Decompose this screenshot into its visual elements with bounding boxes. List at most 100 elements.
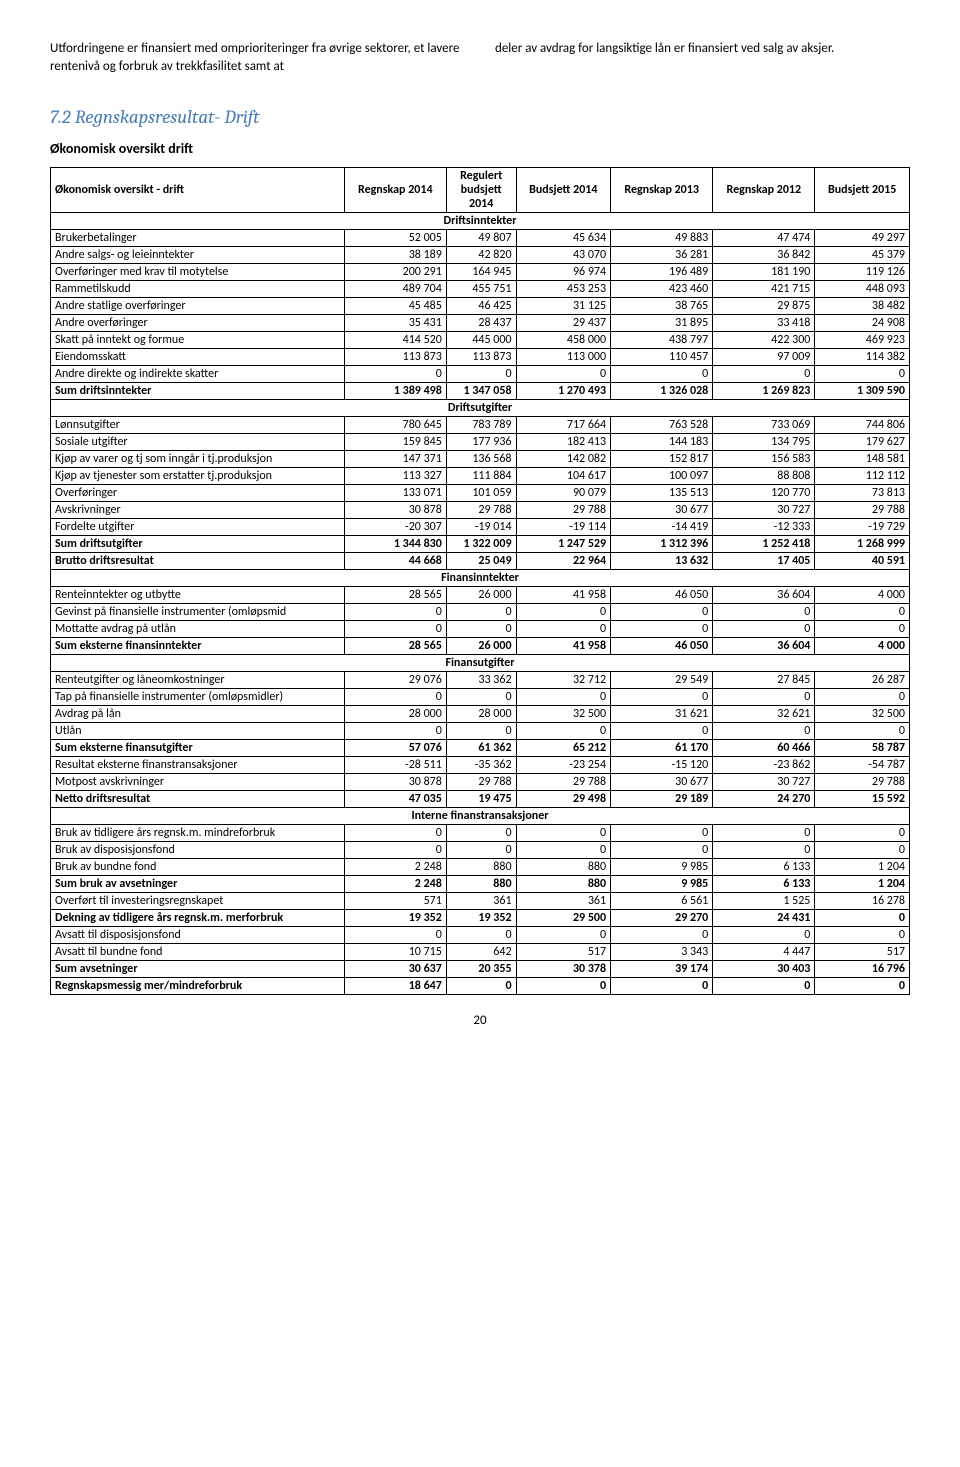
row-value: 1 252 418 (713, 536, 815, 553)
row-value: 30 677 (611, 502, 713, 519)
table-body: DriftsinntekterBrukerbetalinger52 00549 … (51, 213, 910, 995)
row-value: 0 (611, 621, 713, 638)
row-value: 36 604 (713, 638, 815, 655)
row-value: 28 565 (344, 638, 446, 655)
intro-right: deler av avdrag for langsiktige lån er f… (495, 40, 910, 76)
row-value: 120 770 (713, 485, 815, 502)
row-value: 133 071 (344, 485, 446, 502)
row-label: Avsatt til bundne fond (51, 944, 345, 961)
row-value: 45 634 (516, 230, 611, 247)
row-label: Sum eksterne finansutgifter (51, 740, 345, 757)
row-value: 42 820 (446, 247, 516, 264)
table-row: Driftsutgifter (51, 400, 910, 417)
row-value: 28 000 (446, 706, 516, 723)
row-value: 57 076 (344, 740, 446, 757)
row-value: 15 592 (815, 791, 910, 808)
row-value: 36 604 (713, 587, 815, 604)
row-value: 36 842 (713, 247, 815, 264)
row-value: 31 125 (516, 298, 611, 315)
row-label: Brutto driftsresultat (51, 553, 345, 570)
table-row: Andre direkte og indirekte skatter000000 (51, 366, 910, 383)
row-value: 517 (516, 944, 611, 961)
row-value: 38 765 (611, 298, 713, 315)
table-row: Dekning av tidligere års regnsk.m. merfo… (51, 910, 910, 927)
row-value: 28 437 (446, 315, 516, 332)
row-value: 30 403 (713, 961, 815, 978)
row-value: 36 281 (611, 247, 713, 264)
row-value: 880 (446, 876, 516, 893)
row-value: 13 632 (611, 553, 713, 570)
col-regulert-budsjett-2014: Regulert budsjett 2014 (446, 168, 516, 213)
table-row: Sum driftsutgifter1 344 8301 322 0091 24… (51, 536, 910, 553)
row-value: 60 466 (713, 740, 815, 757)
row-value: 65 212 (516, 740, 611, 757)
row-value: 0 (815, 621, 910, 638)
row-value: 1 204 (815, 876, 910, 893)
row-value: 0 (446, 825, 516, 842)
row-value: 135 513 (611, 485, 713, 502)
row-value: 571 (344, 893, 446, 910)
row-value: 47 035 (344, 791, 446, 808)
row-value: 517 (815, 944, 910, 961)
row-value: 61 170 (611, 740, 713, 757)
table-row: Tap på finansielle instrumenter (omløpsm… (51, 689, 910, 706)
row-label: Sum driftsinntekter (51, 383, 345, 400)
row-value: 0 (713, 604, 815, 621)
row-label: Andre salgs- og leieinntekter (51, 247, 345, 264)
row-value: 41 958 (516, 638, 611, 655)
col-budsjett-2015: Budsjett 2015 (815, 168, 910, 213)
row-label: Andre statlige overføringer (51, 298, 345, 315)
row-value: 113 873 (446, 349, 516, 366)
row-label: Renteinntekter og utbytte (51, 587, 345, 604)
table-row: Brukerbetalinger52 00549 80745 63449 883… (51, 230, 910, 247)
row-value: 469 923 (815, 332, 910, 349)
row-value: 58 787 (815, 740, 910, 757)
row-label: Sum driftsutgifter (51, 536, 345, 553)
table-row: Andre salgs- og leieinntekter38 18942 82… (51, 247, 910, 264)
row-value: 2 248 (344, 876, 446, 893)
row-value: 33 362 (446, 672, 516, 689)
row-value: 97 009 (713, 349, 815, 366)
row-value: 29 788 (815, 502, 910, 519)
row-value: 0 (815, 689, 910, 706)
row-label: Sosiale utgifter (51, 434, 345, 451)
row-value: 4 447 (713, 944, 815, 961)
row-value: 28 000 (344, 706, 446, 723)
intro-text: Utfordringene er finansiert med ompriori… (50, 40, 910, 76)
col-regnskap-2013: Regnskap 2013 (611, 168, 713, 213)
row-value: 6 133 (713, 876, 815, 893)
row-value: 9 985 (611, 859, 713, 876)
row-value: 0 (713, 366, 815, 383)
row-value: 1 389 498 (344, 383, 446, 400)
row-value: 144 183 (611, 434, 713, 451)
row-value: 0 (611, 604, 713, 621)
row-label: Skatt på inntekt og formue (51, 332, 345, 349)
intro-left: Utfordringene er finansiert med ompriori… (50, 40, 465, 76)
row-value: 30 378 (516, 961, 611, 978)
row-value: 29 189 (611, 791, 713, 808)
row-value: 43 070 (516, 247, 611, 264)
table-row: Renteinntekter og utbytte28 56526 00041 … (51, 587, 910, 604)
row-value: 29 875 (713, 298, 815, 315)
row-value: 33 418 (713, 315, 815, 332)
row-value: 361 (446, 893, 516, 910)
row-value: 9 985 (611, 876, 713, 893)
row-label: Avsatt til disposisjonsfond (51, 927, 345, 944)
table-row: Motpost avskrivninger30 87829 78829 7883… (51, 774, 910, 791)
table-row: Lønnsutgifter780 645783 789717 664763 52… (51, 417, 910, 434)
row-label: Sum avsetninger (51, 961, 345, 978)
row-value: 29 788 (446, 774, 516, 791)
row-value: 113 873 (344, 349, 446, 366)
row-value: 0 (344, 927, 446, 944)
table-row: Fordelte utgifter-20 307-19 014-19 114-1… (51, 519, 910, 536)
row-label: Bruk av disposisjonsfond (51, 842, 345, 859)
table-row: Netto driftsresultat47 03519 47529 49829… (51, 791, 910, 808)
row-label: Brukerbetalinger (51, 230, 345, 247)
section-cell: Finansutgifter (51, 655, 910, 672)
row-value: 780 645 (344, 417, 446, 434)
table-row: Andre statlige overføringer45 48546 4253… (51, 298, 910, 315)
row-value: 733 069 (713, 417, 815, 434)
table-row: Utlån000000 (51, 723, 910, 740)
row-value: 28 565 (344, 587, 446, 604)
row-value: 4 000 (815, 638, 910, 655)
